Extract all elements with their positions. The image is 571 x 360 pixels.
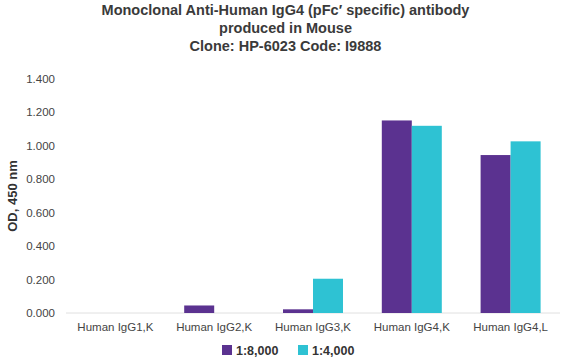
legend-swatch	[298, 345, 308, 355]
bar	[382, 120, 412, 313]
x-tick-label: Human IgG3,K	[275, 321, 351, 333]
bars	[184, 120, 540, 313]
title-line: Monoclonal Anti-Human IgG4 (pFc′ specifi…	[102, 2, 470, 18]
y-tick-label: 0.600	[26, 207, 55, 219]
y-tick-label: 1.000	[26, 140, 55, 152]
bar	[283, 309, 313, 313]
y-axis-label: OD, 450 nm	[5, 160, 20, 232]
bar	[85, 313, 115, 314]
legend-swatch	[222, 345, 232, 355]
x-tick-label: Human IgG2,K	[176, 321, 252, 333]
y-tick-label: 0.800	[26, 173, 55, 185]
bar	[313, 279, 343, 313]
y-tick-label: 0.200	[26, 274, 55, 286]
legend-label: 1:8,000	[236, 344, 278, 358]
bar	[214, 313, 244, 314]
title-line: produced in Mouse	[219, 20, 352, 36]
bar	[115, 313, 145, 314]
chart: Monoclonal Anti-Human IgG4 (pFc′ specifi…	[0, 0, 571, 360]
y-tick-label: 0.000	[26, 307, 55, 319]
y-tick-label: 1.200	[26, 106, 55, 118]
y-tick-label: 0.400	[26, 240, 55, 252]
bar	[412, 126, 442, 313]
title: Monoclonal Anti-Human IgG4 (pFc′ specifi…	[102, 2, 470, 54]
x-tick-label: Human IgG1,K	[77, 321, 153, 333]
title-line: Clone: HP-6023 Code: I9888	[190, 38, 382, 54]
bar	[511, 141, 541, 313]
bar	[481, 155, 511, 313]
y-tick-label: 1.400	[26, 73, 55, 85]
bar	[184, 305, 214, 313]
legend-label: 1:4,000	[312, 344, 354, 358]
x-tick-label: Human IgG4,K	[374, 321, 450, 333]
x-tick-label: Human IgG4,L	[473, 321, 548, 333]
